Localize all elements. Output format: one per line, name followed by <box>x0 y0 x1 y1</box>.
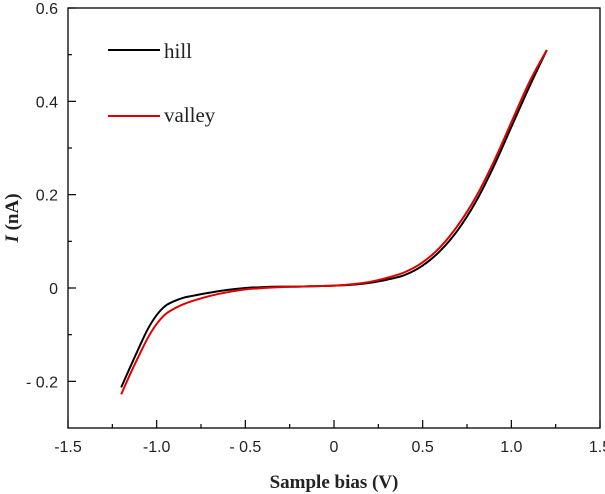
plot-frame <box>67 7 601 429</box>
axis-ticks <box>67 7 601 428</box>
series-line-hill <box>120 49 548 388</box>
tick-labels: -1.5 -1.0 - 0.5 0 0.5 1.0 1.5 - 0.2 0 0.2 0.4 0.6 <box>26 1 605 456</box>
y-tick-label: 0.6 <box>36 1 58 18</box>
series-line-valley <box>120 49 548 395</box>
x-axis-title: Sample bias (V) <box>270 472 399 493</box>
legend-label-hill: hill <box>164 39 192 63</box>
x-tick-label: 0.5 <box>412 439 434 456</box>
x-tick-label: 1.5 <box>589 439 605 456</box>
x-tick-label: -1.5 <box>54 439 82 456</box>
x-tick-label: 0 <box>330 439 339 456</box>
x-tick-label: - 0.5 <box>229 439 261 456</box>
x-tick-label: 1.0 <box>500 439 522 456</box>
y-axis-title: I (nA) <box>2 193 23 243</box>
series-lines <box>120 49 548 395</box>
y-tick-label: 0 <box>49 281 58 298</box>
y-axis-title-unit: (nA) <box>2 193 23 235</box>
y-tick-label: - 0.2 <box>26 374 58 391</box>
y-tick-label: 0.2 <box>36 188 58 205</box>
y-tick-label: 0.4 <box>36 94 58 111</box>
x-tick-label: -1.0 <box>143 439 171 456</box>
y-axis-title-symbol: I <box>2 235 23 244</box>
legend: hill valley <box>108 39 216 127</box>
legend-label-valley: valley <box>164 103 216 127</box>
